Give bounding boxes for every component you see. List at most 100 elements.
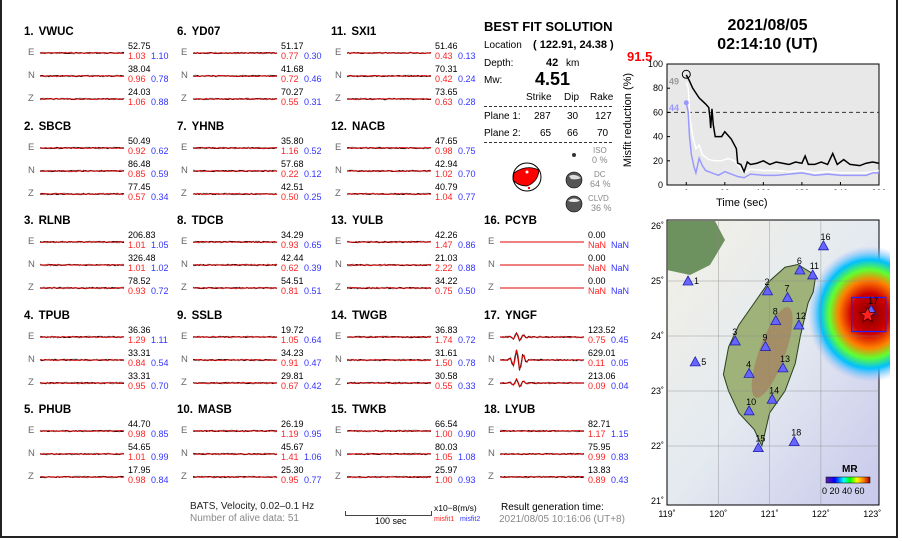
- station-name: RLNB: [38, 215, 71, 227]
- misfit2-value: 0.59: [151, 168, 169, 179]
- synthetic-waveform: [193, 192, 278, 195]
- misfit2-value: 0.04: [611, 380, 629, 391]
- component-label: Z: [181, 93, 187, 104]
- station-map-label: 12: [796, 311, 806, 321]
- chart-xlabel: Time (sec): [716, 197, 768, 209]
- component-label: E: [488, 236, 495, 247]
- station-number: 17.: [484, 309, 500, 322]
- amplitude-value: 206.83: [128, 230, 156, 240]
- plot-area: [666, 63, 880, 186]
- station-triangle-icon[interactable]: [743, 367, 755, 378]
- generation-time-value: 2021/08/05 10:16:06 (UT+8): [499, 514, 625, 525]
- misfit2-value: 0.78: [151, 74, 169, 84]
- station-triangle-icon[interactable]: [817, 239, 830, 251]
- station-triangle-icon[interactable]: [759, 340, 772, 351]
- amplitude-value: 0.00: [588, 253, 606, 263]
- misfit2-value: 0.24: [458, 74, 476, 84]
- waveform-trace: [40, 146, 125, 149]
- dc-value: 64 %: [590, 179, 611, 189]
- station-title: 17. YNGF: [484, 310, 537, 322]
- synthetic-waveform: [193, 335, 278, 338]
- component-label: Z: [28, 282, 34, 293]
- station-triangle-icon[interactable]: [689, 356, 701, 367]
- station-triangle-icon[interactable]: [743, 404, 755, 416]
- station-triangle-icon[interactable]: [770, 314, 782, 325]
- synthetic-waveform: [347, 381, 432, 384]
- waveform-trace: [500, 264, 584, 266]
- amplitude-value: 33.31: [128, 347, 151, 358]
- waveform-trace: [40, 452, 125, 456]
- misfit1-value: 0.55: [435, 380, 453, 391]
- waveform-trace: [193, 286, 278, 290]
- station-triangle-icon[interactable]: [788, 435, 800, 447]
- waveform-trace: [40, 475, 125, 479]
- station-map-label: 4: [746, 359, 751, 369]
- component-label: E: [335, 425, 342, 436]
- misfit1-value: 1.05: [435, 452, 453, 462]
- component-label: Z: [181, 187, 187, 199]
- iso-value: 0 %: [592, 155, 608, 165]
- component-label: E: [181, 425, 188, 436]
- station-number: 2.: [24, 120, 34, 133]
- station-name: TDCB: [191, 215, 224, 227]
- waveform-trace: [193, 380, 278, 384]
- synthetic-waveform: [193, 358, 278, 361]
- misfit2-value: 0.42: [304, 380, 322, 391]
- station-triangle-icon[interactable]: [781, 291, 794, 302]
- amplitude-units: x10−8(m/s): [434, 503, 477, 513]
- station-map-label: 10: [746, 397, 756, 407]
- amplitude-value: 70.31: [435, 64, 458, 74]
- amplitude-value: 77.45: [128, 181, 151, 192]
- component-label: Z: [335, 376, 341, 388]
- misfit1-value: 1.05: [281, 334, 299, 345]
- component-label: N: [181, 448, 188, 459]
- station-triangle-icon[interactable]: [793, 319, 805, 330]
- waveform-trace: [40, 334, 125, 338]
- waveform-trace: [193, 51, 278, 55]
- waveform-trace: [40, 358, 125, 361]
- station-title: 5. PHUB: [24, 404, 71, 416]
- synthetic-waveform: [500, 349, 585, 371]
- amplitude-value: 41.68: [281, 64, 304, 74]
- amplitude-value: 19.72: [281, 324, 304, 335]
- component-label: N: [28, 448, 35, 459]
- misfit2-value: 0.77: [304, 475, 322, 485]
- header-rake: Rake: [590, 92, 614, 103]
- misfit2-value: 0.88: [151, 97, 169, 107]
- misfit2-value: 0.95: [304, 429, 322, 439]
- synthetic-waveform: [347, 287, 432, 289]
- amplitude-value: 54.51: [281, 276, 304, 286]
- colorbar: [825, 476, 871, 484]
- synthetic-waveform: [40, 264, 124, 266]
- misfit2-value: 1.05: [151, 240, 169, 250]
- station-triangle-icon[interactable]: [682, 275, 694, 286]
- misfit2-value: NaN: [611, 240, 630, 250]
- station-number: 5.: [24, 404, 34, 416]
- misfit1-value: 0.95: [128, 380, 146, 391]
- component-label: E: [335, 330, 342, 342]
- misfit2-value: 0.84: [151, 475, 169, 485]
- synthetic-waveform: [347, 192, 432, 195]
- divider: [484, 106, 612, 107]
- station-triangle-icon[interactable]: [752, 441, 764, 453]
- component-label: N: [181, 70, 188, 81]
- synthetic-waveform: [40, 476, 125, 478]
- station-title: 7. YHNB: [177, 121, 224, 133]
- amplitude-value: 82.71: [588, 419, 611, 429]
- waveform-trace: [193, 475, 278, 479]
- station-triangle-icon[interactable]: [807, 269, 819, 280]
- amplitude-value: 40.79: [435, 181, 458, 192]
- station-triangle-icon[interactable]: [777, 362, 789, 373]
- component-label: N: [28, 259, 35, 270]
- misfit1-value: 1.47: [435, 240, 453, 250]
- waveform-trace: [347, 286, 432, 290]
- station-triangle-icon[interactable]: [794, 264, 806, 275]
- lon-tick-label: 121˚: [761, 509, 779, 519]
- station-triangle-icon[interactable]: [766, 393, 778, 404]
- station-triangle-icon[interactable]: [761, 285, 774, 296]
- plane1-label: Plane 1:: [484, 111, 521, 122]
- waveform-trace: [347, 381, 432, 385]
- station-triangle-icon[interactable]: [729, 335, 741, 346]
- misfit2-value: 0.50: [458, 286, 476, 296]
- misfit2-value: 0.13: [458, 51, 476, 61]
